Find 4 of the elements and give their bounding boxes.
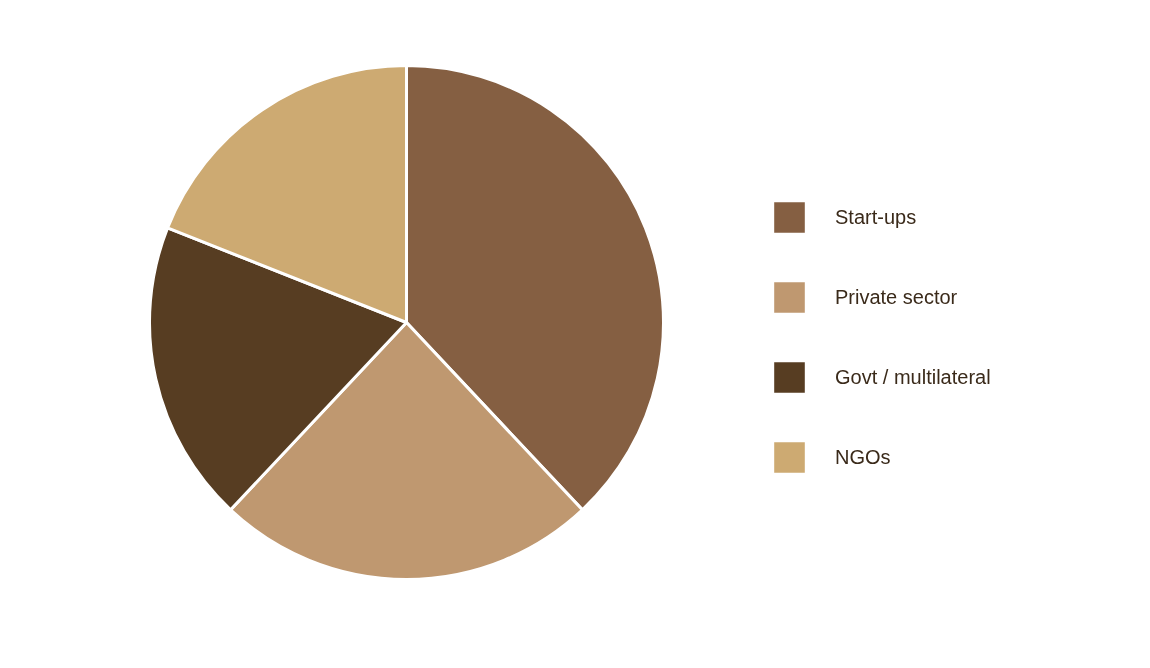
legend-label: NGOs xyxy=(835,445,891,469)
legend-label: Start-ups xyxy=(835,205,917,229)
legend-label: Private sector xyxy=(835,285,958,309)
legend-label: Govt / multilateral xyxy=(835,365,991,389)
